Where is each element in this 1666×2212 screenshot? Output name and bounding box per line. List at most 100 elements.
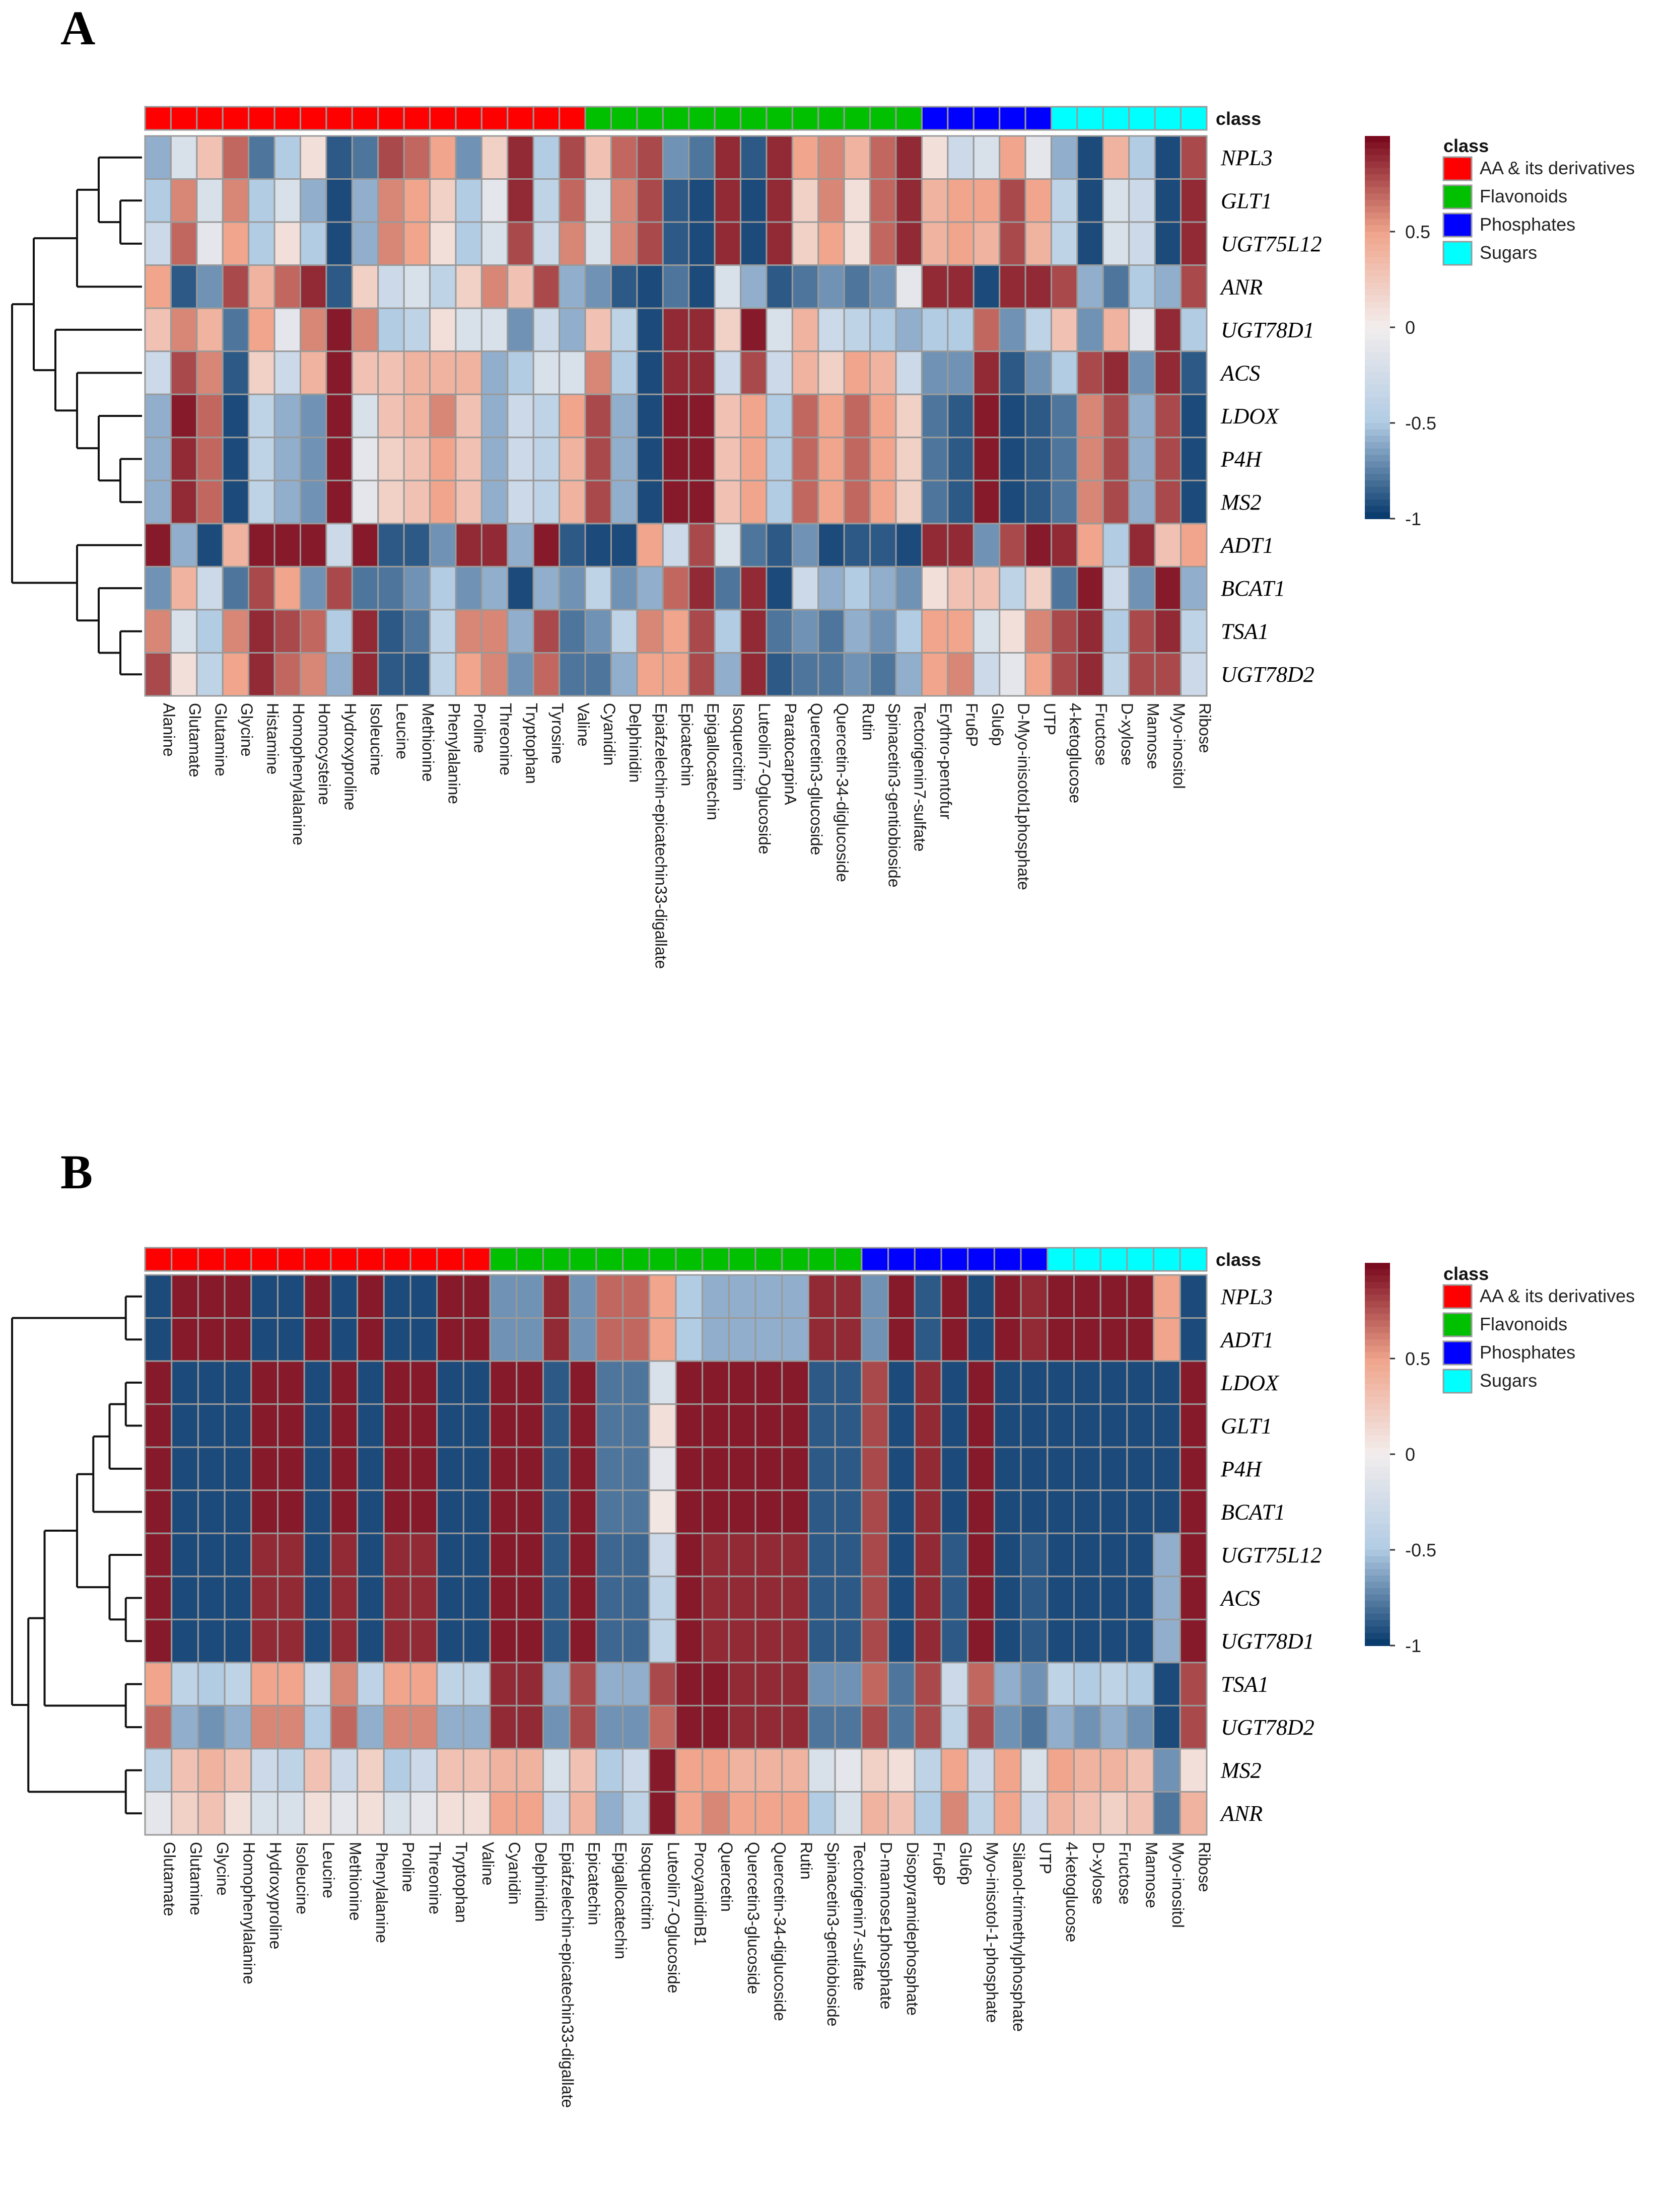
heatmap-cell bbox=[383, 1489, 411, 1534]
heatmap-cell bbox=[675, 1403, 704, 1448]
heatmap-cell bbox=[197, 1576, 226, 1620]
heatmap-cell bbox=[462, 1317, 491, 1362]
colorbar-segment bbox=[1365, 340, 1390, 347]
colorbar-segment bbox=[1365, 506, 1390, 513]
heatmap-cell bbox=[1102, 393, 1130, 439]
heatmap-cell bbox=[622, 1489, 650, 1534]
heatmap-cell bbox=[303, 1662, 332, 1706]
column-label: Delphinidin bbox=[626, 703, 644, 782]
heatmap-cell bbox=[170, 609, 198, 654]
heatmap-cell bbox=[455, 565, 482, 611]
heatmap-cell bbox=[144, 652, 172, 697]
heatmap-cell bbox=[409, 1618, 438, 1664]
colorbar-segment bbox=[1365, 187, 1390, 194]
column-label: Glutamate bbox=[186, 703, 204, 777]
heatmap-cell bbox=[921, 393, 949, 439]
heatmap-cell bbox=[921, 479, 949, 525]
row-label: TSA1 bbox=[1221, 619, 1269, 644]
heatmap-cell bbox=[791, 479, 819, 525]
heatmap-cell bbox=[1102, 437, 1130, 481]
colorbar-segment bbox=[1365, 1505, 1390, 1512]
heatmap-cell bbox=[1153, 1576, 1181, 1620]
heatmap-cell bbox=[688, 135, 716, 180]
heatmap-cell bbox=[675, 1489, 704, 1534]
heatmap-cell bbox=[224, 1662, 252, 1706]
colorbar-segment bbox=[1365, 1575, 1390, 1583]
heatmap-cell bbox=[480, 264, 509, 309]
heatmap-cell bbox=[1047, 1403, 1075, 1448]
colorbar-segment bbox=[1365, 1352, 1390, 1359]
heatmap-cell bbox=[1020, 1403, 1049, 1448]
heatmap-cell bbox=[688, 523, 716, 567]
heatmap-cell bbox=[248, 221, 275, 266]
colorbar-segment bbox=[1365, 455, 1390, 462]
colorbar-segment bbox=[1365, 442, 1390, 449]
class-cell bbox=[1154, 106, 1182, 131]
heatmap-cell bbox=[1047, 1791, 1075, 1836]
heatmap-cell bbox=[921, 135, 949, 180]
heatmap-cell bbox=[436, 1704, 464, 1750]
heatmap-cell bbox=[895, 437, 923, 481]
row-label: UGT78D1 bbox=[1221, 1629, 1314, 1654]
heatmap-cell bbox=[947, 221, 975, 266]
colorbar-segment bbox=[1365, 1275, 1390, 1282]
heatmap-cell bbox=[1180, 479, 1208, 525]
class-cell bbox=[861, 1247, 889, 1272]
heatmap-cell bbox=[702, 1274, 730, 1319]
heatmap-cell bbox=[196, 350, 224, 395]
heatmap-cell bbox=[887, 1576, 916, 1620]
class-cell bbox=[834, 1247, 863, 1272]
heatmap-cell bbox=[351, 437, 379, 481]
heatmap-cell bbox=[675, 1532, 704, 1578]
heatmap-cell bbox=[507, 652, 534, 697]
heatmap-cell bbox=[330, 1489, 359, 1534]
heatmap-cell bbox=[429, 652, 457, 697]
heatmap-cell bbox=[1179, 1403, 1208, 1448]
row-label: LDOX bbox=[1220, 1371, 1280, 1395]
legend-swatch bbox=[1442, 1340, 1473, 1366]
class-cell bbox=[947, 106, 975, 131]
heatmap-cell bbox=[914, 1489, 942, 1534]
class-cell bbox=[222, 106, 250, 131]
panel-label: B bbox=[60, 1145, 93, 1199]
heatmap-cell bbox=[1047, 1748, 1075, 1793]
heatmap-cell bbox=[1051, 437, 1078, 481]
column-label: Mannose bbox=[1144, 703, 1162, 769]
heatmap-cell bbox=[999, 178, 1026, 223]
heatmap-cell bbox=[325, 609, 353, 654]
heatmap-cell bbox=[325, 264, 353, 309]
class-cell bbox=[273, 106, 301, 131]
heatmap-cell bbox=[999, 437, 1026, 481]
class-cell bbox=[791, 106, 819, 131]
heatmap-cell bbox=[595, 1532, 624, 1578]
heatmap-cell bbox=[299, 350, 327, 395]
heatmap-cell bbox=[622, 1274, 650, 1319]
heatmap-cell bbox=[1126, 1489, 1155, 1534]
colorbar-segment bbox=[1365, 1626, 1390, 1633]
heatmap-cell bbox=[1073, 1704, 1101, 1750]
class-cell bbox=[489, 1247, 518, 1272]
colorbar-segment bbox=[1365, 212, 1390, 220]
heatmap-cell bbox=[1099, 1360, 1128, 1405]
panel-label: A bbox=[60, 1, 95, 55]
heatmap-cell bbox=[1179, 1748, 1208, 1793]
heatmap-cell bbox=[196, 565, 224, 611]
row-label: MS2 bbox=[1220, 1758, 1262, 1783]
column-label: ParatocarpinA bbox=[782, 703, 800, 805]
column-label: Quercetin bbox=[718, 1842, 736, 1912]
class-cell bbox=[610, 106, 638, 131]
colorbar-segment bbox=[1365, 1429, 1390, 1436]
heatmap-cell bbox=[817, 393, 845, 439]
heatmap-cell bbox=[1180, 652, 1208, 697]
heatmap-cell bbox=[754, 1662, 783, 1706]
heatmap-cell bbox=[781, 1403, 810, 1448]
heatmap-cell bbox=[532, 652, 561, 697]
heatmap-cell bbox=[688, 479, 716, 525]
heatmap-cell bbox=[947, 652, 975, 697]
heatmap-cell bbox=[569, 1360, 597, 1405]
heatmap-cell bbox=[1051, 479, 1078, 525]
heatmap-cell bbox=[1128, 307, 1156, 352]
class-cell bbox=[999, 106, 1026, 131]
heatmap-cell bbox=[861, 1748, 889, 1793]
column-label: Leucine bbox=[393, 703, 411, 759]
